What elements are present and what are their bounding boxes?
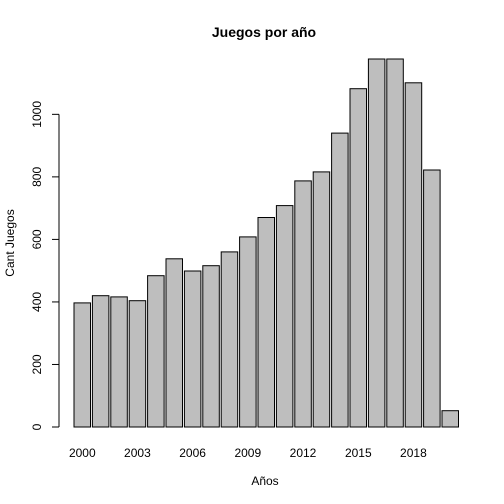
x-tick-label: 2018 xyxy=(400,446,427,460)
y-axis: 0 200 400 600 800 1000 xyxy=(30,101,60,430)
bar-2015 xyxy=(349,88,367,428)
bar-2017 xyxy=(386,58,404,428)
bar-2008 xyxy=(220,251,239,428)
bar-2010 xyxy=(257,217,275,428)
bar-2013 xyxy=(312,171,331,428)
bar-2011 xyxy=(275,205,294,428)
bar-2000 xyxy=(73,302,91,428)
x-axis-label: Años xyxy=(251,474,278,488)
bar-2003 xyxy=(128,300,147,428)
x-tick-label: 2012 xyxy=(290,446,317,460)
bar-2001 xyxy=(91,295,110,428)
x-tick-label: 2003 xyxy=(124,446,151,460)
y-tick-label: 1000 xyxy=(30,101,44,128)
bar-2020 xyxy=(441,410,459,428)
y-tick-label: 600 xyxy=(30,229,44,249)
y-tick-label: 0 xyxy=(30,423,44,430)
y-tick-label: 200 xyxy=(30,354,44,374)
bar-2014 xyxy=(331,132,349,428)
x-tick-label: 2015 xyxy=(345,446,372,460)
bar-2016 xyxy=(367,58,386,428)
x-tick-label: 2009 xyxy=(234,446,261,460)
bars xyxy=(73,58,459,428)
bar-2006 xyxy=(183,270,202,428)
chart-title: Juegos por año xyxy=(212,24,316,40)
y-tick-label: 800 xyxy=(30,167,44,187)
bar-2009 xyxy=(239,236,257,428)
bar-2004 xyxy=(147,275,165,428)
bar-2018 xyxy=(404,82,423,428)
y-axis-label: Cant Juegos xyxy=(3,209,17,276)
bar-2005 xyxy=(165,258,183,428)
y-tick-label: 400 xyxy=(30,292,44,312)
x-tick-label: 2000 xyxy=(69,446,96,460)
x-axis: 2000 2003 2006 2009 2012 2015 2018 xyxy=(69,446,427,460)
x-tick-label: 2006 xyxy=(179,446,206,460)
bar-2019 xyxy=(423,169,441,428)
bar-2007 xyxy=(202,265,220,428)
bar-2012 xyxy=(294,180,312,428)
bar-2002 xyxy=(110,296,128,428)
